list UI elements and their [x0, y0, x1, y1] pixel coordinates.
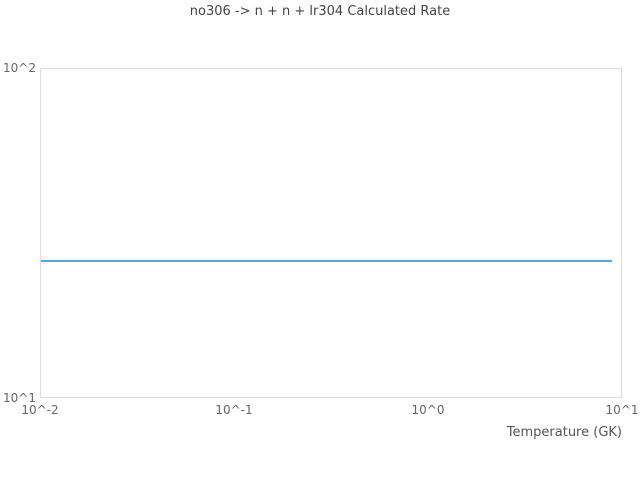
x-tick-label: 10^-1 [215, 403, 253, 417]
chart-title: no306 -> n + n + lr304 Calculated Rate [189, 4, 451, 19]
x-tick-label: 10^1 [605, 403, 639, 417]
x-axis: 10^-2 10^-1 10^0 10^1 [21, 403, 638, 419]
x-tick-label: 10^-2 [21, 403, 59, 417]
y-tick-label: 10^2 [3, 61, 36, 75]
series-line-calculated-rate [41, 259, 613, 262]
plot-area [40, 68, 622, 398]
y-axis: 10^2 10^1 [0, 61, 36, 405]
y-tick-label: 10^1 [3, 391, 36, 405]
x-axis-label: Temperature (GK) [506, 425, 622, 440]
x-tick-label: 10^0 [411, 403, 445, 417]
